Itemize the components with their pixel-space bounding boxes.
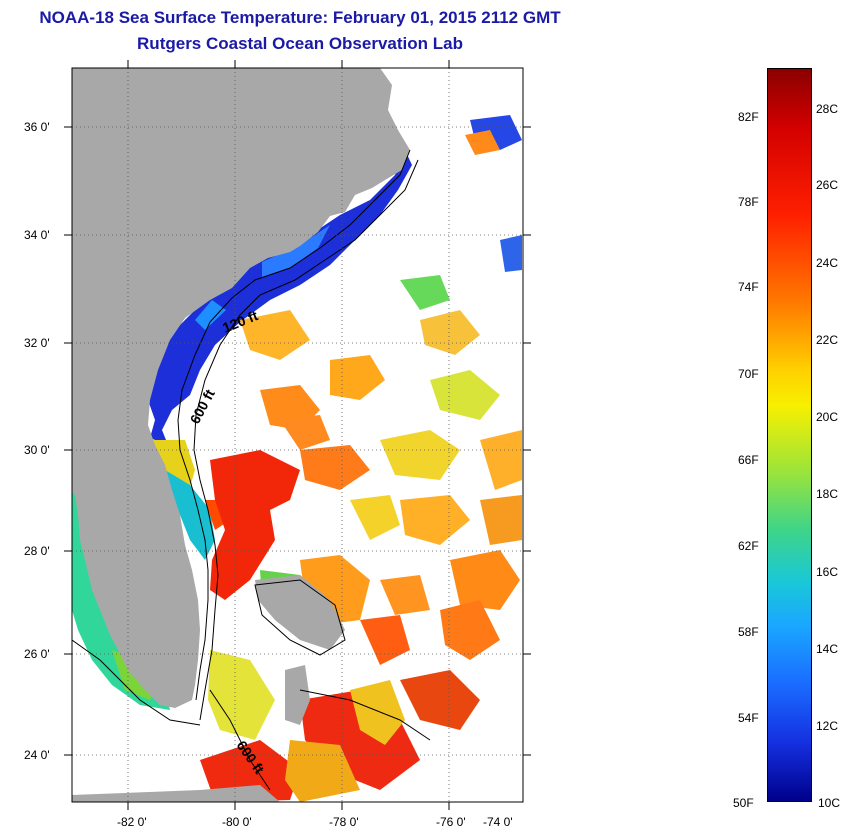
depth-contours (72, 149, 431, 791)
y-tick-label: 30 0' (24, 443, 50, 457)
y-tick-label: 24 0' (24, 748, 50, 762)
colorbar-c-label: 16C (816, 565, 839, 579)
colorbar-f-label: 50F (733, 796, 754, 810)
colorbar-f-label: 74F (738, 280, 759, 294)
colorbar-f-label: 58F (738, 625, 759, 639)
x-tick-label: -78 0' (329, 815, 359, 829)
colorbar-c-label: 22C (816, 333, 839, 347)
y-tick-label: 26 0' (24, 647, 50, 661)
tick-marks (64, 60, 531, 810)
colorbar-f-label: 70F (738, 367, 759, 381)
x-tick-label: -80 0' (222, 815, 252, 829)
colorbar-f-label: 82F (738, 110, 759, 124)
colorbar-f-label: 78F (738, 195, 759, 209)
x-tick-label: -82 0' (117, 815, 147, 829)
x-tick-labels: -82 0' -80 0' -78 0' -76 0' -74 0' (117, 815, 513, 829)
y-tick-label: 34 0' (24, 228, 50, 242)
y-tick-label: 36 0' (24, 120, 50, 134)
map-subtitle: Rutgers Coastal Ocean Observation Lab (137, 34, 463, 53)
colorbar-c-label: 26C (816, 178, 839, 192)
x-tick-label: -74 0' (483, 815, 513, 829)
map-title: NOAA-18 Sea Surface Temperature: Februar… (39, 8, 561, 27)
y-tick-label: 32 0' (24, 336, 50, 350)
colorbar-f-label: 54F (738, 711, 759, 725)
y-tick-labels: 36 0' 34 0' 32 0' 30 0' 28 0' 26 0' 24 0… (24, 120, 50, 762)
temperature-colorbar (767, 68, 812, 802)
colorbar-c-label: 18C (816, 487, 839, 501)
colorbar-c-label: 14C (816, 642, 839, 656)
colorbar-c-label: 24C (816, 256, 839, 270)
colorbar-f-label: 66F (738, 453, 759, 467)
land (72, 68, 410, 802)
x-tick-label: -76 0' (436, 815, 466, 829)
colorbar-c-label: 20C (816, 410, 839, 424)
map-frame (71, 67, 524, 803)
colorbar-c-label: 28C (816, 102, 839, 116)
colorbar-f-label: 62F (738, 539, 759, 553)
y-tick-label: 28 0' (24, 544, 50, 558)
colorbar-c-label: 10C (818, 796, 841, 810)
colorbar-c-label: 12C (816, 719, 839, 733)
